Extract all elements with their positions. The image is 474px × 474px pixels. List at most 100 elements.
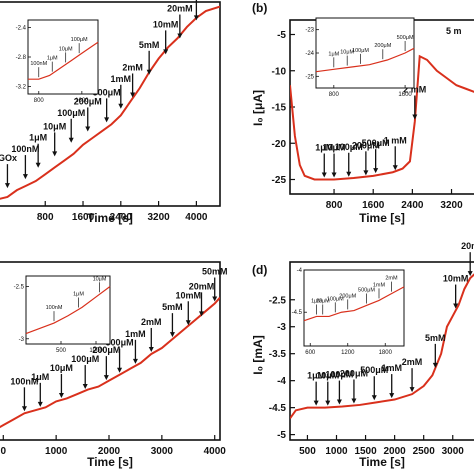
x-tick-label: 800 <box>37 212 54 223</box>
panel-d: 500 1000 1500 2000 2500 3000 -2.5 -3 -3.5 -4 -4.5 -… <box>251 241 474 469</box>
panel-label: (b) <box>252 1 267 15</box>
annotation-label: 2 mM <box>403 85 426 95</box>
arrow-head <box>392 165 398 171</box>
arrow-head <box>412 114 418 120</box>
arrow-head <box>177 33 183 39</box>
y-tick-label: -2.5 <box>269 295 287 306</box>
panel-c: 0 1000 2000 3000 4000100nM1μM10μM100μM200μM5… <box>0 261 227 469</box>
inset-y-tick-label: -24 <box>305 51 314 57</box>
arrow-head <box>22 174 28 180</box>
annotation-label: 100μM <box>57 108 85 118</box>
annotation-label: 5mM <box>162 302 183 312</box>
annotation-label: 20mM <box>189 281 215 291</box>
arrow-head <box>104 117 110 123</box>
arrow-head <box>313 400 319 406</box>
annotation-label: 200μM <box>74 96 102 106</box>
arrow-head <box>331 172 337 178</box>
panel-label: (d) <box>252 263 267 277</box>
annotation-label: 2mM <box>122 62 143 72</box>
arrow-head <box>148 346 154 352</box>
plot-frame <box>0 1 221 207</box>
arrow-head <box>35 162 41 168</box>
x-tick-label: 1000 <box>325 446 348 457</box>
inset-annotation-label: 1μM <box>328 51 339 57</box>
y-tick-label: -3 <box>277 322 286 333</box>
series-line <box>290 54 474 181</box>
arrow-head <box>118 103 124 109</box>
y-tick-label: -10 <box>272 66 287 77</box>
arrow-head <box>4 183 10 189</box>
x-tick-label: 2000 <box>98 446 121 457</box>
inset-x-tick-label: 800 <box>34 98 45 104</box>
inset-y-tick-label: -2.8 <box>16 55 27 61</box>
arrow-head <box>68 137 74 143</box>
annotation-label: 10mM <box>153 19 179 29</box>
inset-y-tick-label: -2.4 <box>16 25 27 31</box>
inset-x-tick-label: 1200 <box>341 350 355 356</box>
annotation-label: 200μM <box>340 368 368 378</box>
annotation-label: 1μM <box>31 372 49 382</box>
inset-series-line <box>303 286 405 322</box>
arrow-head <box>432 362 438 368</box>
y-tick-label: -5 <box>277 30 286 41</box>
annotation-label: 20m <box>461 241 474 251</box>
arrow-head <box>363 170 369 176</box>
arrow-head <box>132 358 138 364</box>
arrow-head <box>325 400 331 406</box>
inset-annotation-label: 100μM <box>352 48 369 54</box>
annotation-label: 1μM <box>315 143 333 153</box>
x-tick-label: 4000 <box>204 446 227 457</box>
annotation-label: 10μM <box>316 371 339 381</box>
arrow-head <box>467 271 473 277</box>
x-tick-label: 1000 <box>45 446 68 457</box>
x-tick-label: 3000 <box>442 446 465 457</box>
inset-annotation-label: 100nM <box>46 305 63 311</box>
y-tick-label: -15 <box>272 103 287 114</box>
inset-y-tick-label: -3 <box>19 337 25 343</box>
x-axis-title: Time [s] <box>87 211 133 225</box>
annotation-label: 1mM <box>381 363 402 373</box>
inset-d: 600 1200 1800 -4 -4.5 1μM10μM100μM200μM500μM1… <box>292 268 405 356</box>
y-tick-label: -4 <box>277 376 286 387</box>
x-tick-label: 3000 <box>151 446 174 457</box>
annotation-label: 100μM <box>325 370 353 380</box>
inset-x-tick-label: 600 <box>305 350 316 356</box>
inset-y-tick-label: -4.5 <box>292 310 303 316</box>
inset-annotation-label: 500μM <box>397 35 414 41</box>
inset-annotation-label: 1μM <box>47 56 58 62</box>
annotation-label: 20mM <box>167 4 193 14</box>
inset-x-tick-label: 1600 <box>75 98 89 104</box>
inset-y-tick-label: -4 <box>297 268 303 274</box>
annotation-label: 1mM <box>125 329 146 339</box>
arrow-head <box>373 168 379 174</box>
inset-annotation-label: 100μM <box>71 37 88 43</box>
y-tick-label: -4.5 <box>269 403 287 414</box>
annotation-label: 500μM <box>362 138 390 148</box>
x-axis-title: Time [s] <box>87 455 133 469</box>
arrow-head <box>212 296 218 302</box>
arrow-head <box>169 332 175 338</box>
arrow-head <box>389 393 395 399</box>
inset-annotation-label: 10μM <box>93 276 107 282</box>
annotation-label: 100μM <box>71 354 99 364</box>
x-tick-label: 1500 <box>354 446 377 457</box>
inset-y-tick-label: -23 <box>305 28 314 34</box>
inset-annotation-label: 100μM <box>327 296 344 302</box>
x-tick-label: 2500 <box>413 446 436 457</box>
x-tick-label: 3200 <box>147 212 170 223</box>
panel-note: 5 m <box>446 26 462 36</box>
annotation-label: 5mM <box>425 333 446 343</box>
inset-series-line <box>315 47 415 73</box>
x-tick-label: 1600 <box>362 200 385 211</box>
annotation-label: 10mM <box>176 290 202 300</box>
inset-y-tick-label: -3.2 <box>16 85 27 91</box>
y-tick-label: -3.5 <box>269 349 287 360</box>
x-tick-label: 0 <box>1 446 7 457</box>
arrow-head <box>130 92 136 98</box>
annotation-label: 10μM <box>323 143 346 153</box>
arrow-head <box>453 303 459 309</box>
annotation-label: 500μM <box>93 87 121 97</box>
arrow-head <box>346 171 352 177</box>
y-axis-title: I₀ [mA] <box>251 335 265 374</box>
